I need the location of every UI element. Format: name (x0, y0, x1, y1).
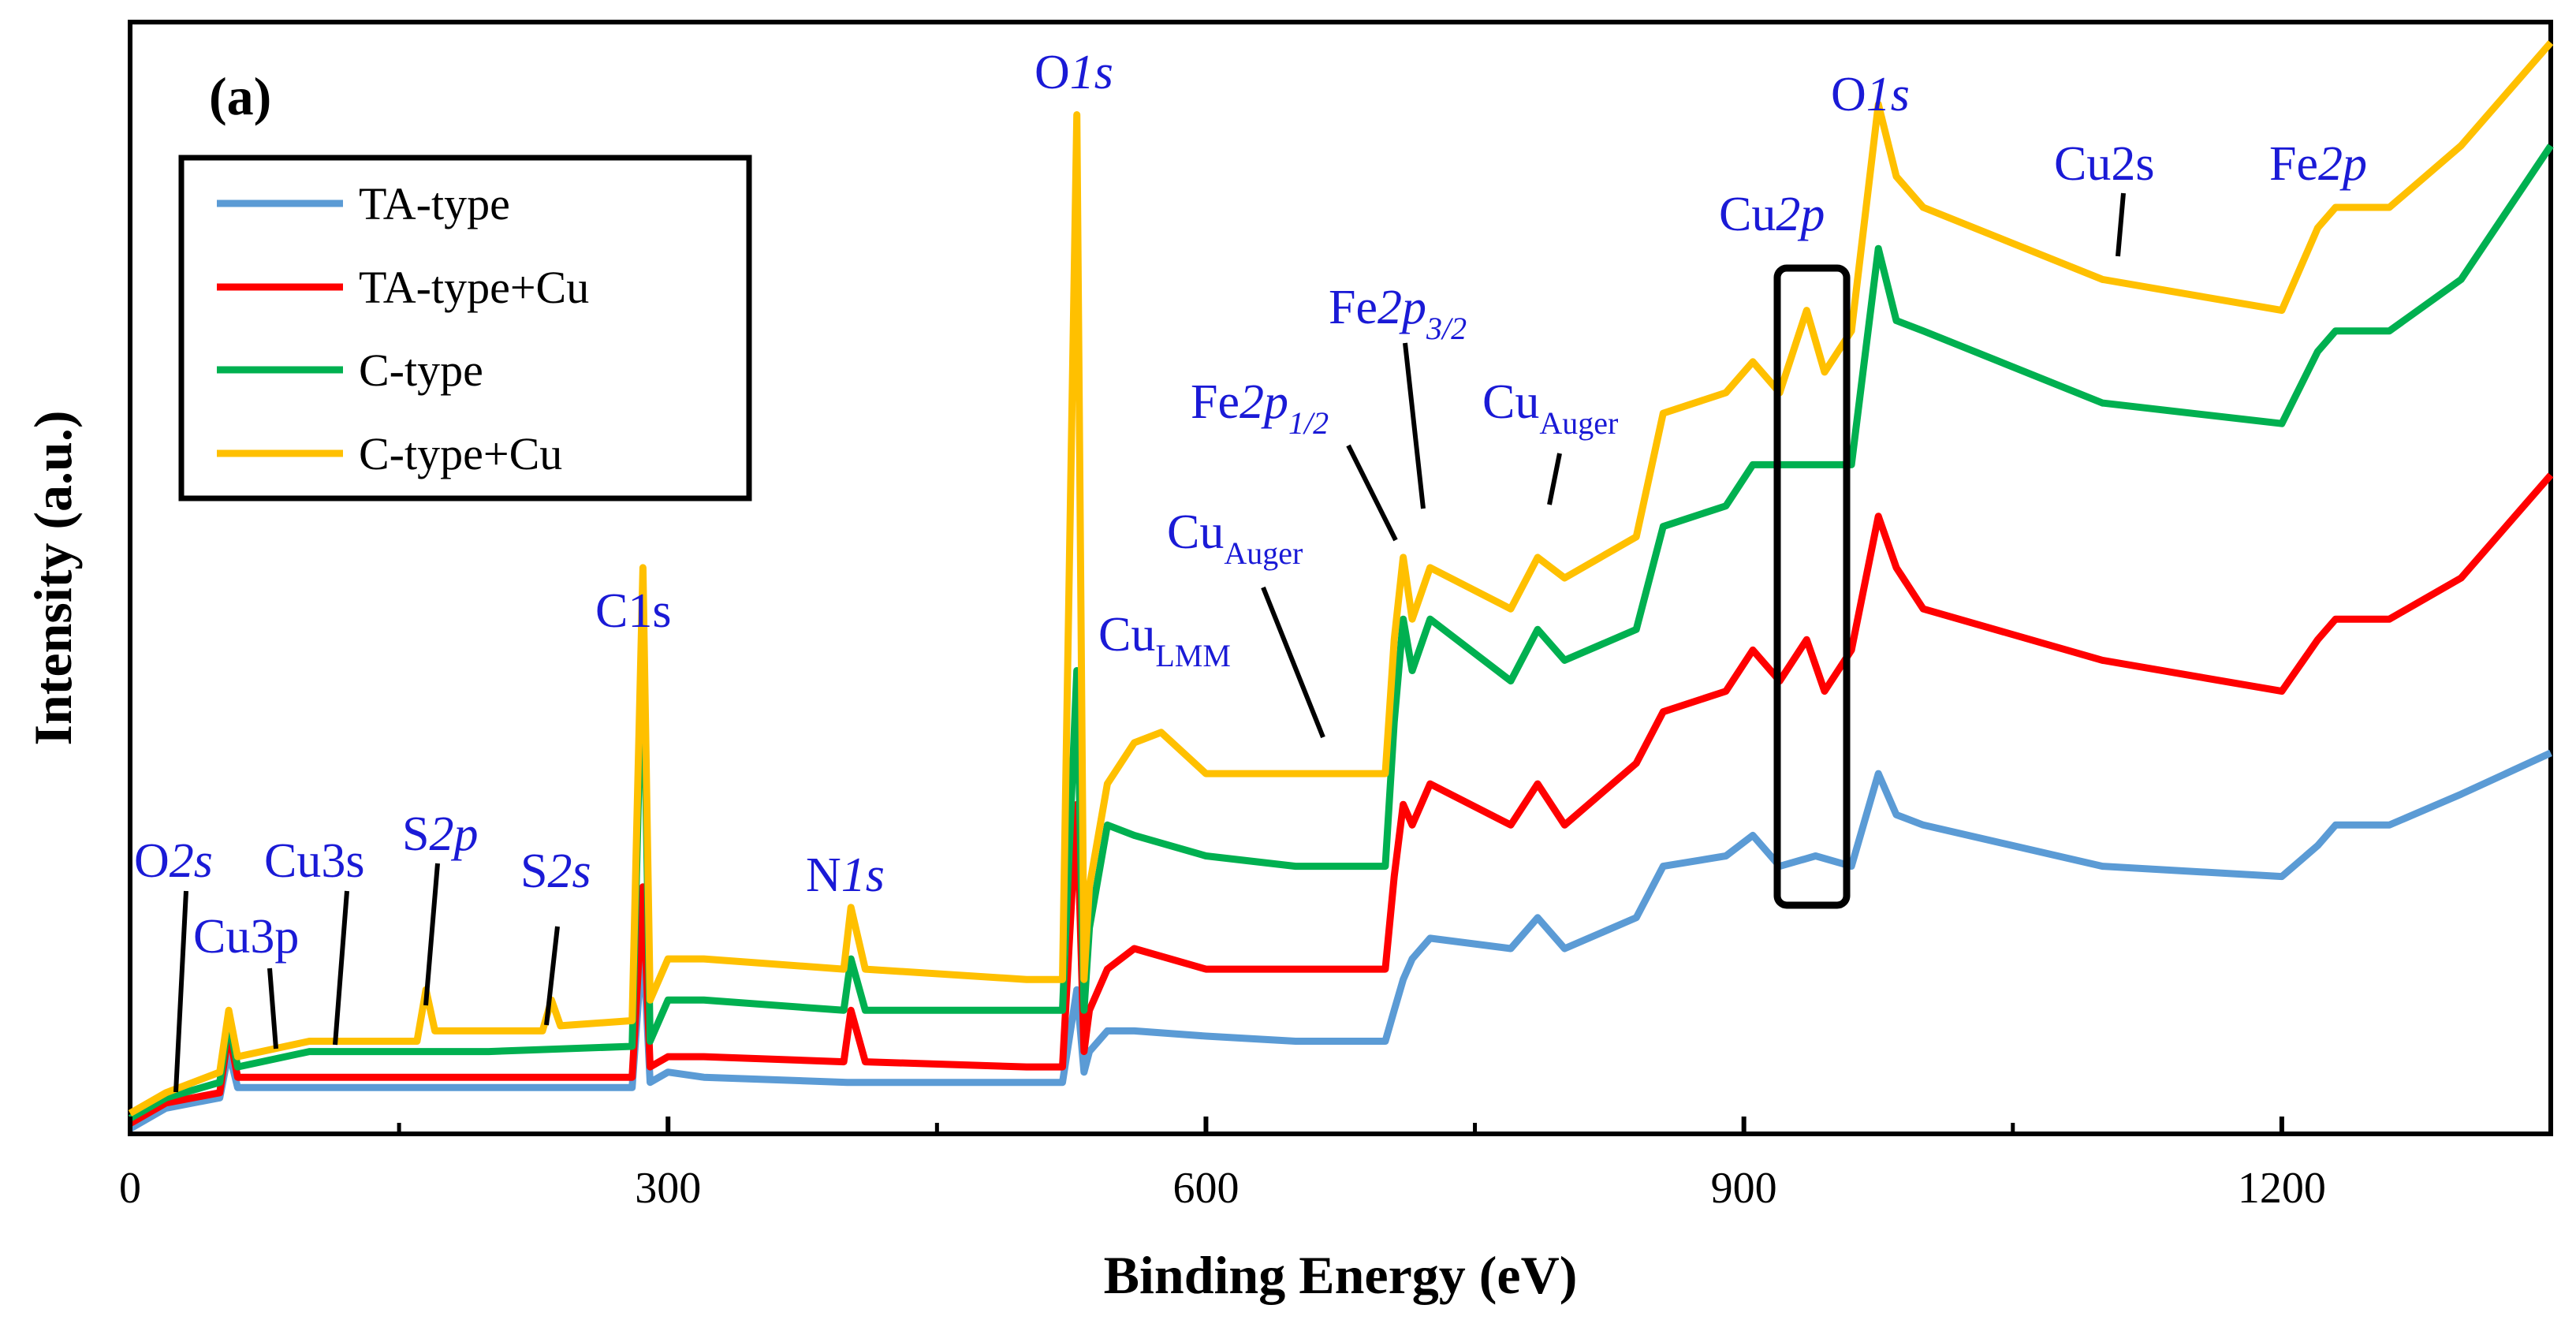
annotation-cu3s: Cu3s (264, 834, 364, 1046)
x-tick-label: 0 (119, 1164, 141, 1213)
annotation-label: O1s (1831, 68, 1910, 121)
annotation-cu-lmm: CuLMM (1098, 608, 1231, 673)
peak-annotations: O2s Cu3p Cu3s S2p S2s C1s N1s O1s CuL (134, 46, 2367, 1093)
annotation-cu-auger-1: CuAuger (1167, 505, 1325, 739)
annotation-label: S2p (402, 807, 478, 861)
annotation-label: Cu3p (193, 910, 299, 964)
annotation-leader (1547, 453, 1562, 505)
annotation-label: S2s (520, 844, 591, 898)
x-tick-label: 900 (1711, 1164, 1777, 1213)
legend-entry-c-type: C-type (217, 345, 483, 396)
annotation-fe2p12: Fe2p1/2 (1191, 375, 1398, 542)
annotation-cu3p: Cu3p (193, 910, 299, 1050)
annotation-label: O2s (134, 834, 213, 888)
annotation-label: C1s (595, 584, 671, 638)
legend-box (178, 155, 752, 501)
panel-label: (a) (209, 66, 271, 126)
annotation-label: Cu2s (2054, 137, 2154, 191)
annotation-leader (1403, 342, 1426, 509)
annotation-leader (423, 863, 440, 1006)
annotation-label: Fe2p3/2 (1329, 281, 1467, 346)
annotation-leader (267, 967, 278, 1050)
annotation-label: O1s (1035, 46, 1113, 99)
annotation-fe2p: Fe2p (2269, 137, 2367, 191)
legend: TA-type TA-type+Cu C-type C-type+Cu (178, 155, 752, 501)
legend-entry-c-type-cu: C-type+Cu (217, 428, 562, 479)
plot-frame (128, 20, 2553, 1136)
annotation-label: Fe2p1/2 (1191, 375, 1329, 441)
legend-label: TA-type+Cu (359, 262, 589, 313)
annotation-c1s: C1s (595, 584, 671, 638)
legend-label: C-type (359, 345, 483, 396)
annotation-leader (173, 890, 188, 1093)
annotation-leader (544, 926, 560, 1026)
annotation-n1s: N1s (806, 848, 885, 902)
annotation-label: CuLMM (1098, 608, 1231, 673)
y-axis-title: Intensity (a.u.) (23, 410, 83, 745)
legend-label: TA-type (359, 178, 510, 229)
annotation-o1s-main: O1s (1035, 46, 1113, 99)
annotation-label: N1s (806, 848, 885, 902)
annotation-label: Cu3s (264, 834, 364, 888)
annotation-s2s: S2s (520, 844, 591, 1026)
x-tick-label: 1200 (2238, 1164, 2326, 1213)
x-axis-ticks: 0 300 600 900 1200 (119, 1117, 2553, 1213)
annotation-cu2p: Cu2p (1719, 188, 1825, 241)
annotation-leader (2116, 192, 2126, 257)
series-line-c-type-cu (128, 40, 2554, 1117)
annotation-s2p: S2p (402, 807, 478, 1006)
annotation-fe2p32: Fe2p3/2 (1329, 281, 1467, 509)
annotation-o1s-second: O1s (1831, 68, 1910, 121)
annotation-label: Cu2p (1719, 188, 1825, 241)
series-line-ta-type-cu (128, 472, 2554, 1127)
series-layer (128, 40, 2554, 1132)
legend-label: C-type+Cu (359, 428, 562, 479)
annotation-leader (1261, 586, 1325, 739)
annotation-leader (1346, 444, 1398, 542)
annotation-label: Fe2p (2269, 137, 2367, 191)
annotation-cu2s: Cu2s (2054, 137, 2154, 257)
x-tick-label: 600 (1172, 1164, 1239, 1213)
annotation-o2s: O2s (134, 834, 213, 1093)
annotation-label: CuAuger (1482, 375, 1618, 441)
x-axis-title: Binding Energy (eV) (1104, 1245, 1578, 1305)
legend-entry-ta-type: TA-type (217, 178, 510, 229)
series-line-ta-type (128, 749, 2552, 1132)
cu2p-highlight-box (1773, 264, 1851, 909)
x-tick-label: 300 (635, 1164, 701, 1213)
legend-entry-ta-type-cu: TA-type+Cu (217, 262, 589, 313)
annotation-label: CuAuger (1167, 505, 1303, 571)
annotation-leader (333, 890, 349, 1046)
annotation-cu-auger-2: CuAuger (1482, 375, 1618, 505)
